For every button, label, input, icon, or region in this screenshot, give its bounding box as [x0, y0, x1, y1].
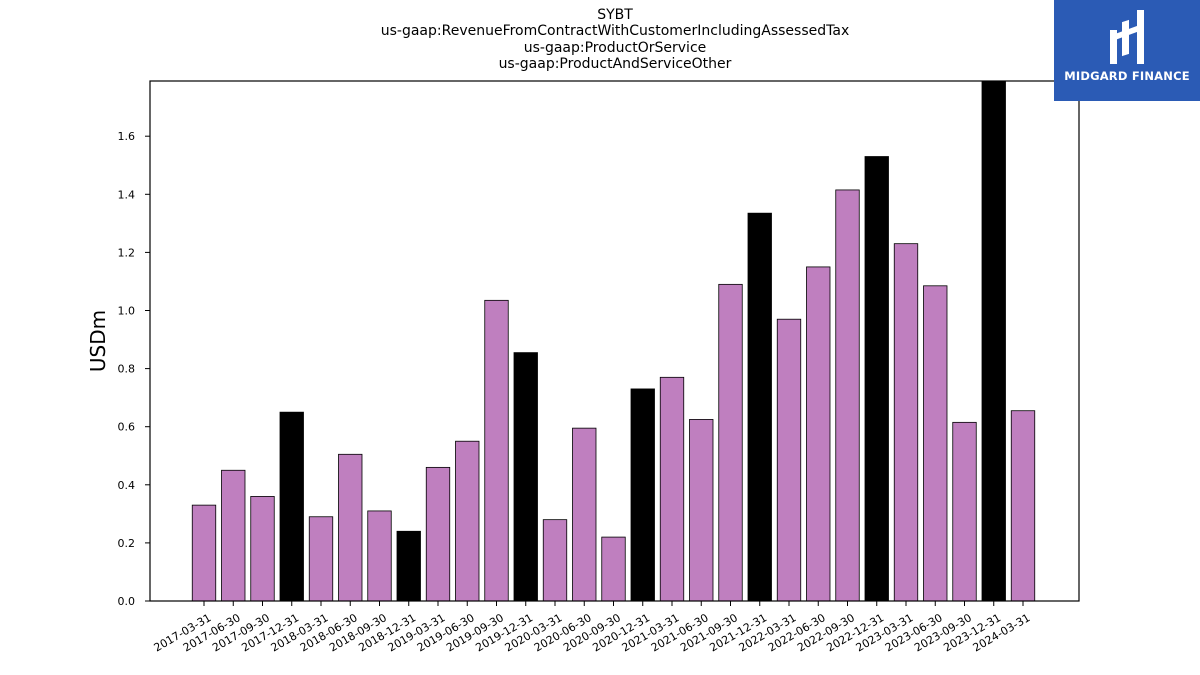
y-axis: 0.0 0.2 0.4 0.6 0.8 1.0 1.2 1.4 1.6: [118, 130, 150, 608]
y-tick-label: 0.4: [118, 479, 136, 492]
chart-title-line: SYBT: [597, 7, 633, 23]
bar: [308, 516, 334, 602]
bar: [952, 421, 977, 602]
x-axis: 2017-03-312017-06-302017-09-302017-12-31…: [152, 601, 1033, 654]
bar: [221, 469, 246, 602]
bar: [689, 419, 714, 602]
bar: [601, 536, 626, 602]
midgard-finance-logo-icon: [1110, 10, 1144, 64]
y-axis-label: USDm: [86, 310, 110, 372]
y-tick-label: 0.6: [118, 421, 136, 434]
bar: [659, 376, 685, 602]
bar: [572, 427, 597, 602]
chart-title-line: us-gaap:ProductAndServiceOther: [498, 56, 732, 73]
bar: [718, 283, 743, 602]
bar: [893, 243, 919, 602]
bar: [747, 212, 772, 602]
bar: [806, 266, 831, 602]
midgard-finance-logo: MIDGARD FINANCE: [1054, 0, 1200, 101]
chart-title-line: us-gaap:ProductOrService: [523, 39, 707, 56]
bar: [864, 156, 889, 602]
bar: [455, 440, 480, 602]
bar: [981, 80, 1006, 602]
bar: [484, 299, 509, 602]
y-tick-label: 0.2: [118, 537, 136, 550]
bar: [630, 388, 655, 602]
bar: [513, 352, 538, 602]
y-tick-label: 0.8: [118, 363, 136, 376]
bar: [396, 530, 421, 602]
bar: [542, 519, 568, 602]
y-tick-label: 1.0: [118, 304, 136, 317]
bar: [1010, 410, 1036, 602]
bar: [191, 504, 217, 602]
bar: [367, 510, 392, 602]
plot-frame: [149, 80, 1080, 602]
y-tick-label: 1.2: [118, 246, 136, 259]
y-tick-label: 1.6: [118, 130, 136, 143]
chart-title: SYBT us-gaap:RevenueFromContractWithCust…: [365, 7, 865, 73]
bar: [338, 453, 363, 602]
chart-title-line: us-gaap:RevenueFromContractWithCustomerI…: [380, 23, 850, 40]
bar: [835, 189, 860, 602]
bar: [250, 496, 275, 602]
bar: [425, 466, 451, 602]
logo-text: MIDGARD FINANCE: [1064, 69, 1190, 83]
y-tick-label: 0.0: [118, 595, 136, 608]
bar: [279, 411, 304, 602]
y-tick-label: 1.4: [118, 188, 136, 201]
bars-group: [191, 80, 1036, 602]
bar: [923, 285, 948, 602]
bar: [776, 318, 802, 602]
